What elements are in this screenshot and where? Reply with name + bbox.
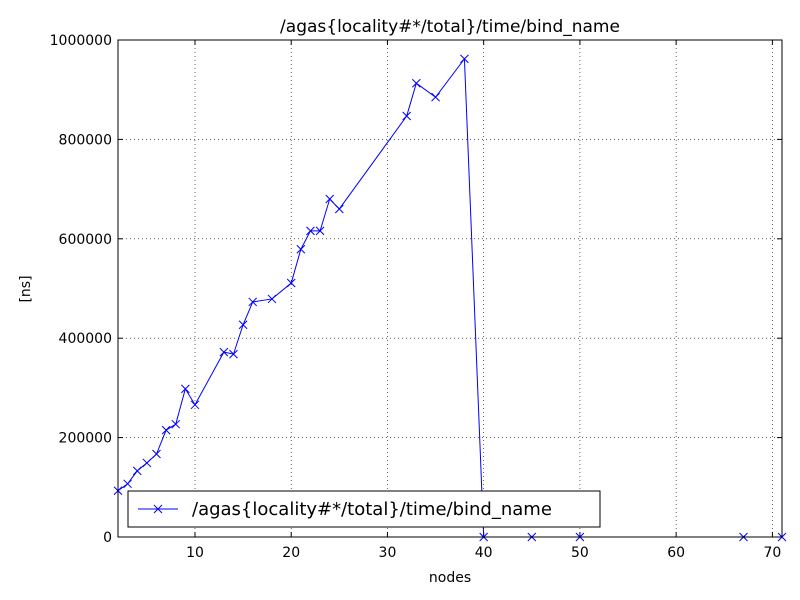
x-tick-label: 70: [763, 545, 781, 561]
marker: [296, 244, 306, 254]
marker: [229, 349, 238, 359]
marker: [181, 384, 190, 394]
chart-title: /agas{locality#*/total}/time/bind_name: [280, 17, 620, 37]
marker: [325, 194, 335, 204]
y-tick-label: 200000: [59, 431, 112, 447]
y-tick-label: 0: [103, 530, 112, 546]
marker: [315, 226, 325, 236]
marker: [142, 458, 152, 468]
marker: [402, 111, 412, 121]
legend: [127, 490, 601, 528]
y-tick-label: 1000000: [50, 33, 112, 49]
x-tick-label: 40: [475, 545, 493, 561]
marker: [219, 347, 229, 357]
marker: [267, 294, 277, 304]
x-axis-label: nodes: [429, 570, 471, 586]
y-tick-label: 600000: [59, 232, 112, 248]
marker: [248, 297, 258, 307]
marker: [460, 54, 469, 64]
marker: [411, 78, 421, 88]
y-axis-label: [ns]: [18, 275, 34, 302]
marker: [153, 504, 163, 514]
plot-frame: [117, 39, 783, 538]
x-tick-label: 30: [379, 545, 397, 561]
marker: [334, 204, 344, 214]
x-tick-label: 50: [571, 545, 589, 561]
marker: [286, 278, 296, 288]
x-tick-label: 10: [186, 545, 204, 561]
marker: [132, 466, 142, 476]
marker: [306, 226, 315, 236]
marker: [171, 419, 181, 429]
marker: [190, 400, 200, 410]
marker: [238, 320, 248, 330]
x-tick-label: 20: [282, 545, 300, 561]
y-tick-label: 400000: [59, 331, 112, 347]
y-tick-label: 800000: [59, 132, 112, 148]
legend-label: /agas{locality#*/total}/time/bind_name: [192, 499, 552, 520]
x-tick-label: 60: [667, 545, 685, 561]
marker: [123, 479, 132, 489]
marker: [431, 92, 440, 102]
marker: [152, 449, 161, 459]
marker: [161, 425, 171, 435]
